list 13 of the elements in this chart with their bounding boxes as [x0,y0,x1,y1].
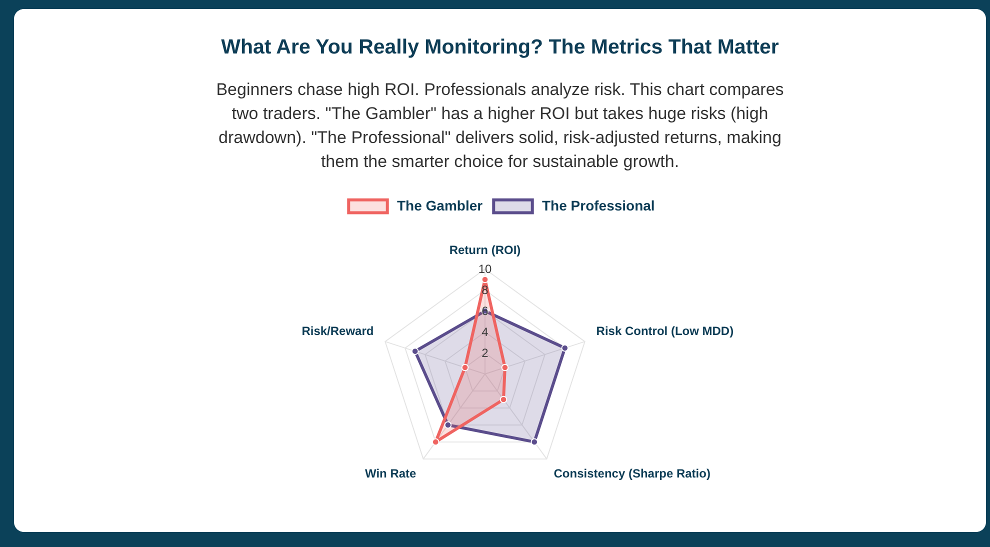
spoke-label: Consistency (Sharpe Ratio) [554,466,710,481]
chart-subtitle: Beginners chase high ROI. Professionals analyze risk. This chart compares two traders. "The Gambler" has a higher ROI but takes huge risks (high drawdown). "The Professional" delivers solid, risk-adjusted returns, making them the smarter choice for sustainable growth. [216,80,784,171]
y-tick-label: 10 [478,262,492,276]
spoke-label: Return (ROI) [449,243,521,257]
spoke-label: Win Rate [364,466,417,481]
y-tick-label: 4 [482,325,489,339]
legend-label: The Professional [542,197,655,214]
spoke-label: Risk/Reward [302,324,374,338]
chart-title: What Are You Really Monitoring? The Metrics That Matter [221,36,779,58]
y-tick-label: 8 [482,283,489,297]
y-tick-label: 2 [482,346,489,360]
legend-label: The Gambler [397,197,484,214]
spoke-label: Risk Control (Low MDD) [596,324,734,338]
